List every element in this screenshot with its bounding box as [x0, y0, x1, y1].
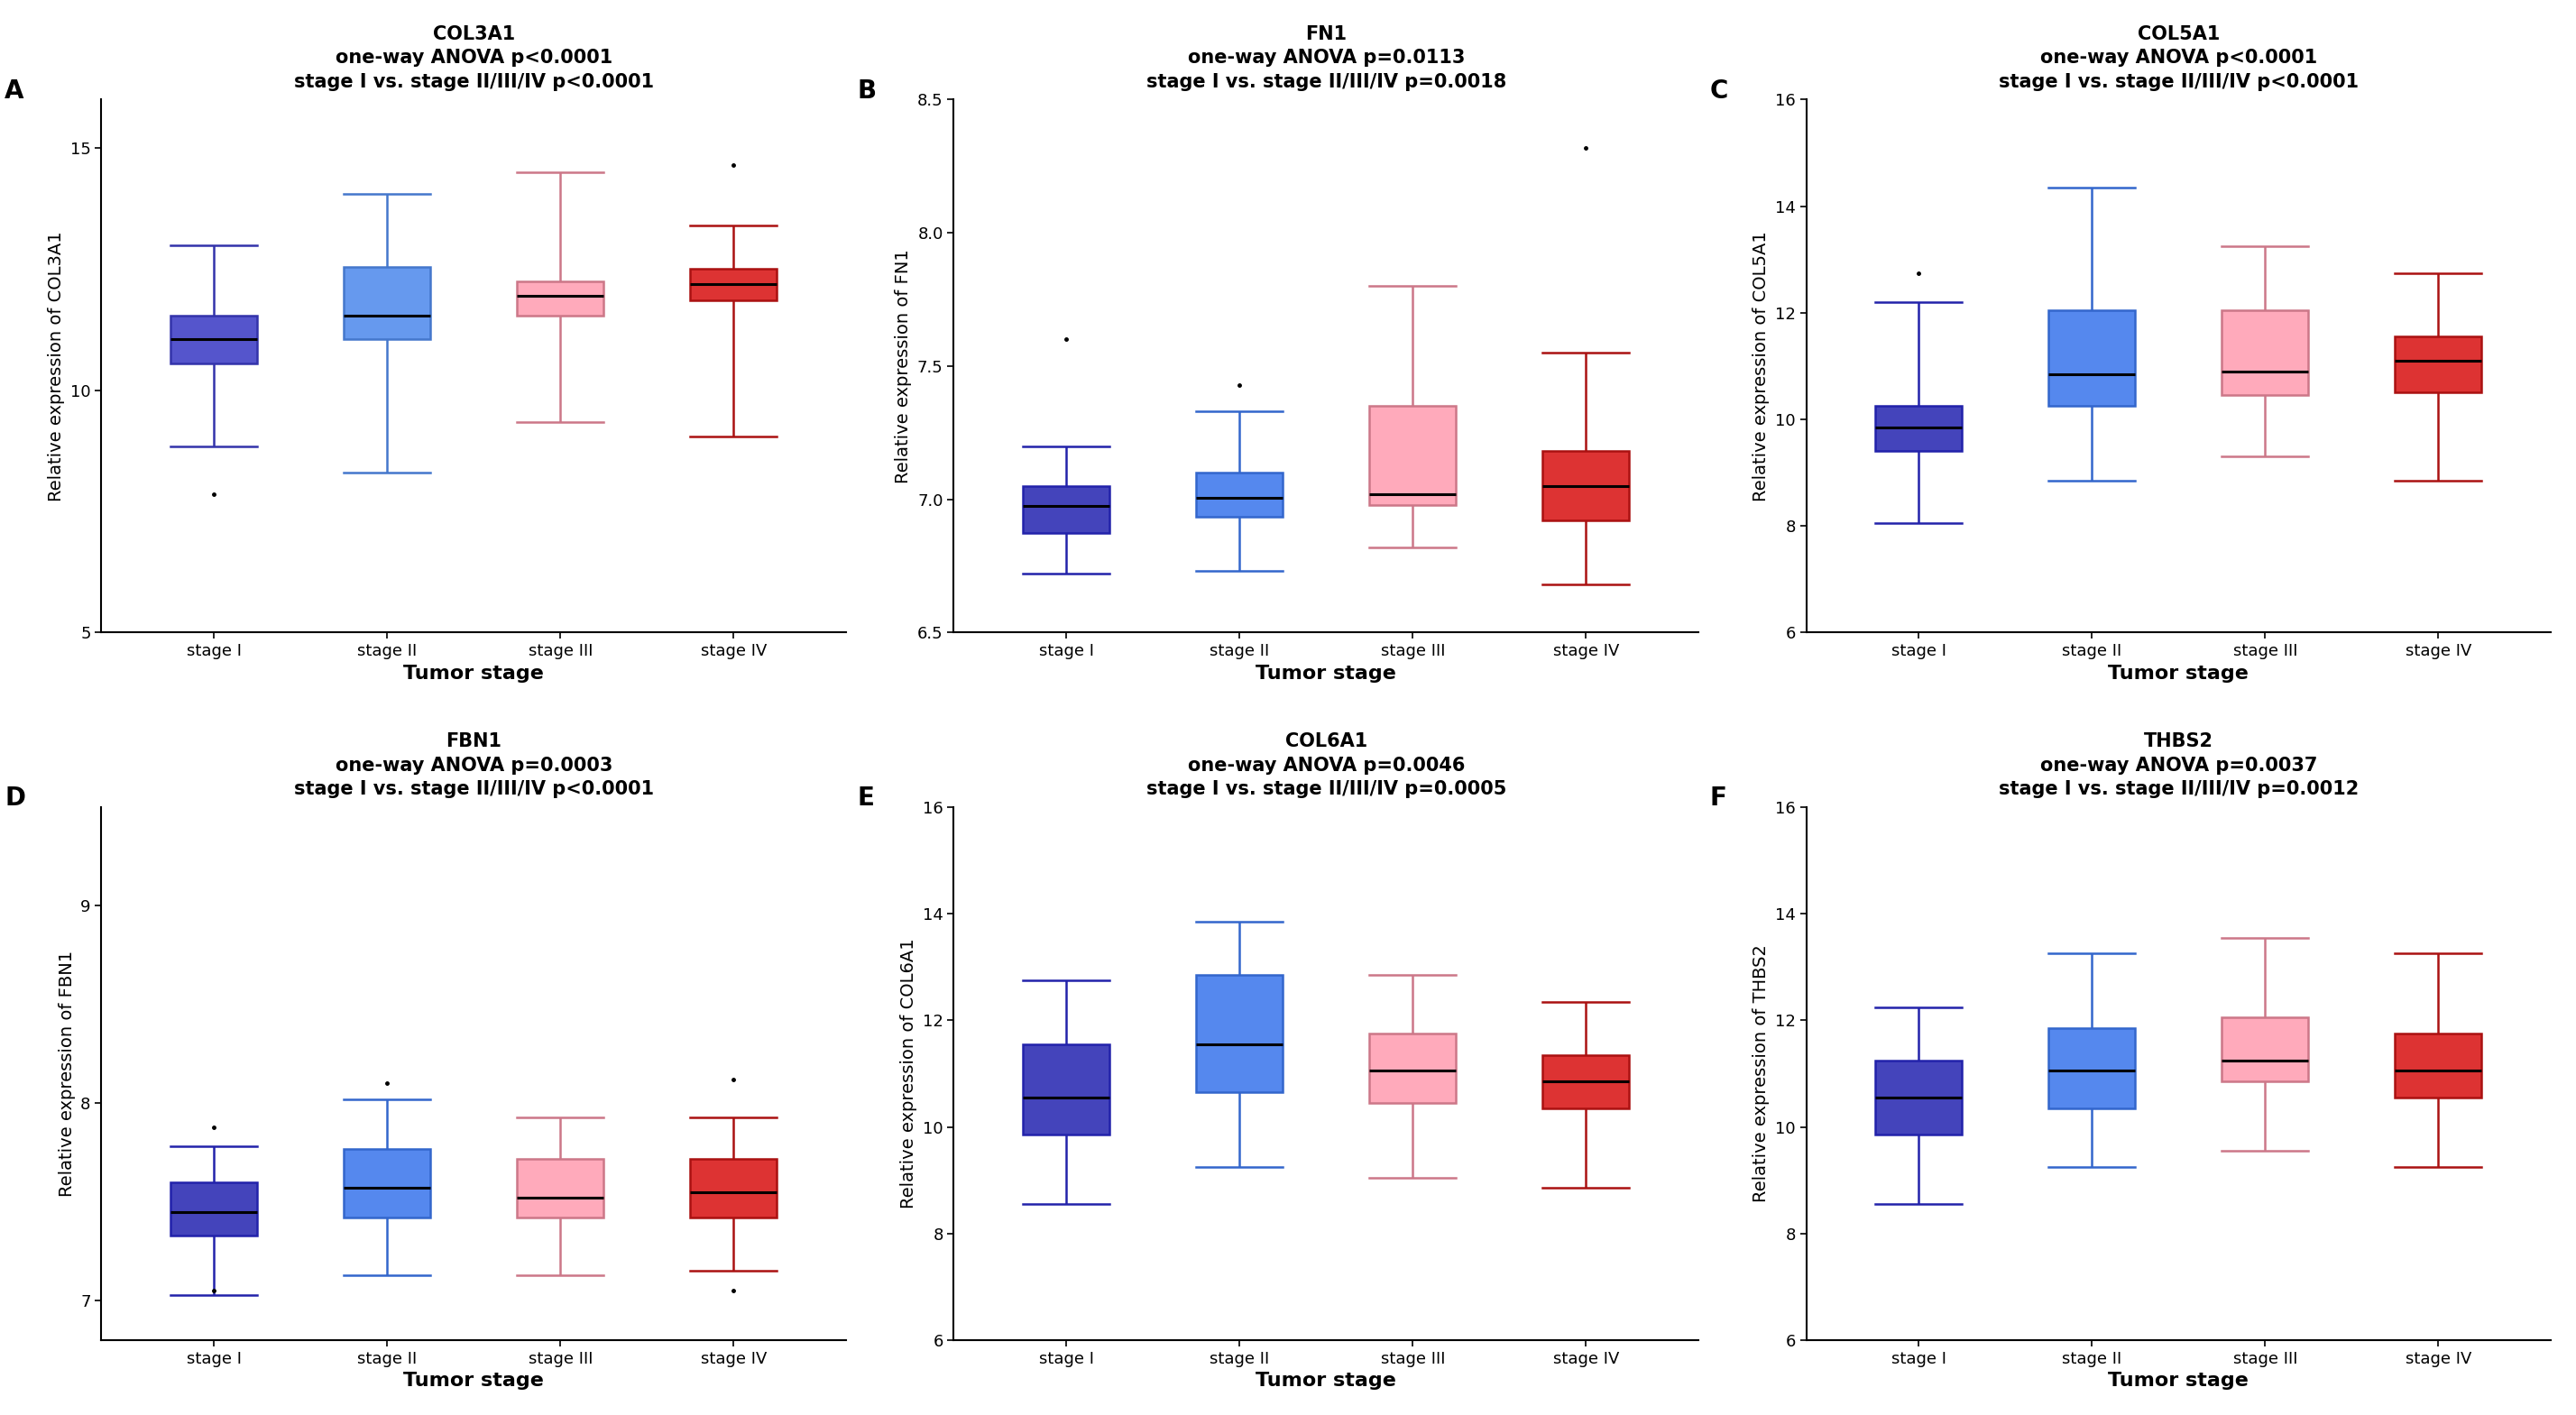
- Text: D: D: [5, 785, 26, 811]
- Y-axis label: Relative expression of COL6A1: Relative expression of COL6A1: [902, 938, 917, 1208]
- Bar: [1370, 406, 1455, 505]
- Bar: [170, 316, 258, 364]
- Bar: [518, 282, 603, 316]
- Bar: [1023, 485, 1110, 532]
- Bar: [1875, 1060, 1963, 1135]
- Bar: [1370, 1033, 1455, 1102]
- Text: F: F: [1710, 785, 1726, 811]
- X-axis label: Tumor stage: Tumor stage: [404, 1373, 544, 1390]
- X-axis label: Tumor stage: Tumor stage: [2107, 1373, 2249, 1390]
- Text: B: B: [858, 78, 876, 103]
- X-axis label: Tumor stage: Tumor stage: [404, 665, 544, 682]
- X-axis label: Tumor stage: Tumor stage: [1257, 665, 1396, 682]
- Bar: [1875, 406, 1963, 451]
- Title: FBN1
one-way ANOVA p=0.0003
stage I vs. stage II/III/IV p<0.0001: FBN1 one-way ANOVA p=0.0003 stage I vs. …: [294, 733, 654, 798]
- Title: FN1
one-way ANOVA p=0.0113
stage I vs. stage II/III/IV p=0.0018: FN1 one-way ANOVA p=0.0113 stage I vs. s…: [1146, 25, 1507, 91]
- Text: A: A: [5, 78, 23, 103]
- Title: COL5A1
one-way ANOVA p<0.0001
stage I vs. stage II/III/IV p<0.0001: COL5A1 one-way ANOVA p<0.0001 stage I vs…: [1999, 25, 2360, 91]
- Title: COL3A1
one-way ANOVA p<0.0001
stage I vs. stage II/III/IV p<0.0001: COL3A1 one-way ANOVA p<0.0001 stage I vs…: [294, 25, 654, 91]
- Bar: [690, 1159, 778, 1218]
- Y-axis label: Relative expression of FN1: Relative expression of FN1: [894, 249, 912, 483]
- Bar: [2048, 1029, 2136, 1108]
- Y-axis label: Relative expression of FBN1: Relative expression of FBN1: [59, 951, 75, 1197]
- Text: C: C: [1710, 78, 1728, 103]
- X-axis label: Tumor stage: Tumor stage: [1257, 1373, 1396, 1390]
- Bar: [343, 1149, 430, 1218]
- Bar: [2396, 1033, 2481, 1098]
- Bar: [1195, 473, 1283, 516]
- X-axis label: Tumor stage: Tumor stage: [2107, 665, 2249, 682]
- Bar: [1543, 1056, 1628, 1108]
- Bar: [518, 1159, 603, 1218]
- Bar: [2048, 310, 2136, 406]
- Bar: [2396, 337, 2481, 393]
- Bar: [690, 269, 778, 300]
- Bar: [1195, 975, 1283, 1092]
- Title: THBS2
one-way ANOVA p=0.0037
stage I vs. stage II/III/IV p=0.0012: THBS2 one-way ANOVA p=0.0037 stage I vs.…: [1999, 733, 2360, 798]
- Bar: [2223, 1017, 2308, 1081]
- Y-axis label: Relative expression of COL5A1: Relative expression of COL5A1: [1752, 231, 1770, 501]
- Bar: [1543, 451, 1628, 521]
- Bar: [170, 1182, 258, 1235]
- Bar: [1023, 1044, 1110, 1135]
- Title: COL6A1
one-way ANOVA p=0.0046
stage I vs. stage II/III/IV p=0.0005: COL6A1 one-way ANOVA p=0.0046 stage I vs…: [1146, 733, 1507, 798]
- Y-axis label: Relative expression of THBS2: Relative expression of THBS2: [1752, 945, 1770, 1203]
- Y-axis label: Relative expression of COL3A1: Relative expression of COL3A1: [49, 231, 64, 501]
- Text: E: E: [858, 785, 873, 811]
- Bar: [2223, 310, 2308, 395]
- Bar: [343, 267, 430, 340]
